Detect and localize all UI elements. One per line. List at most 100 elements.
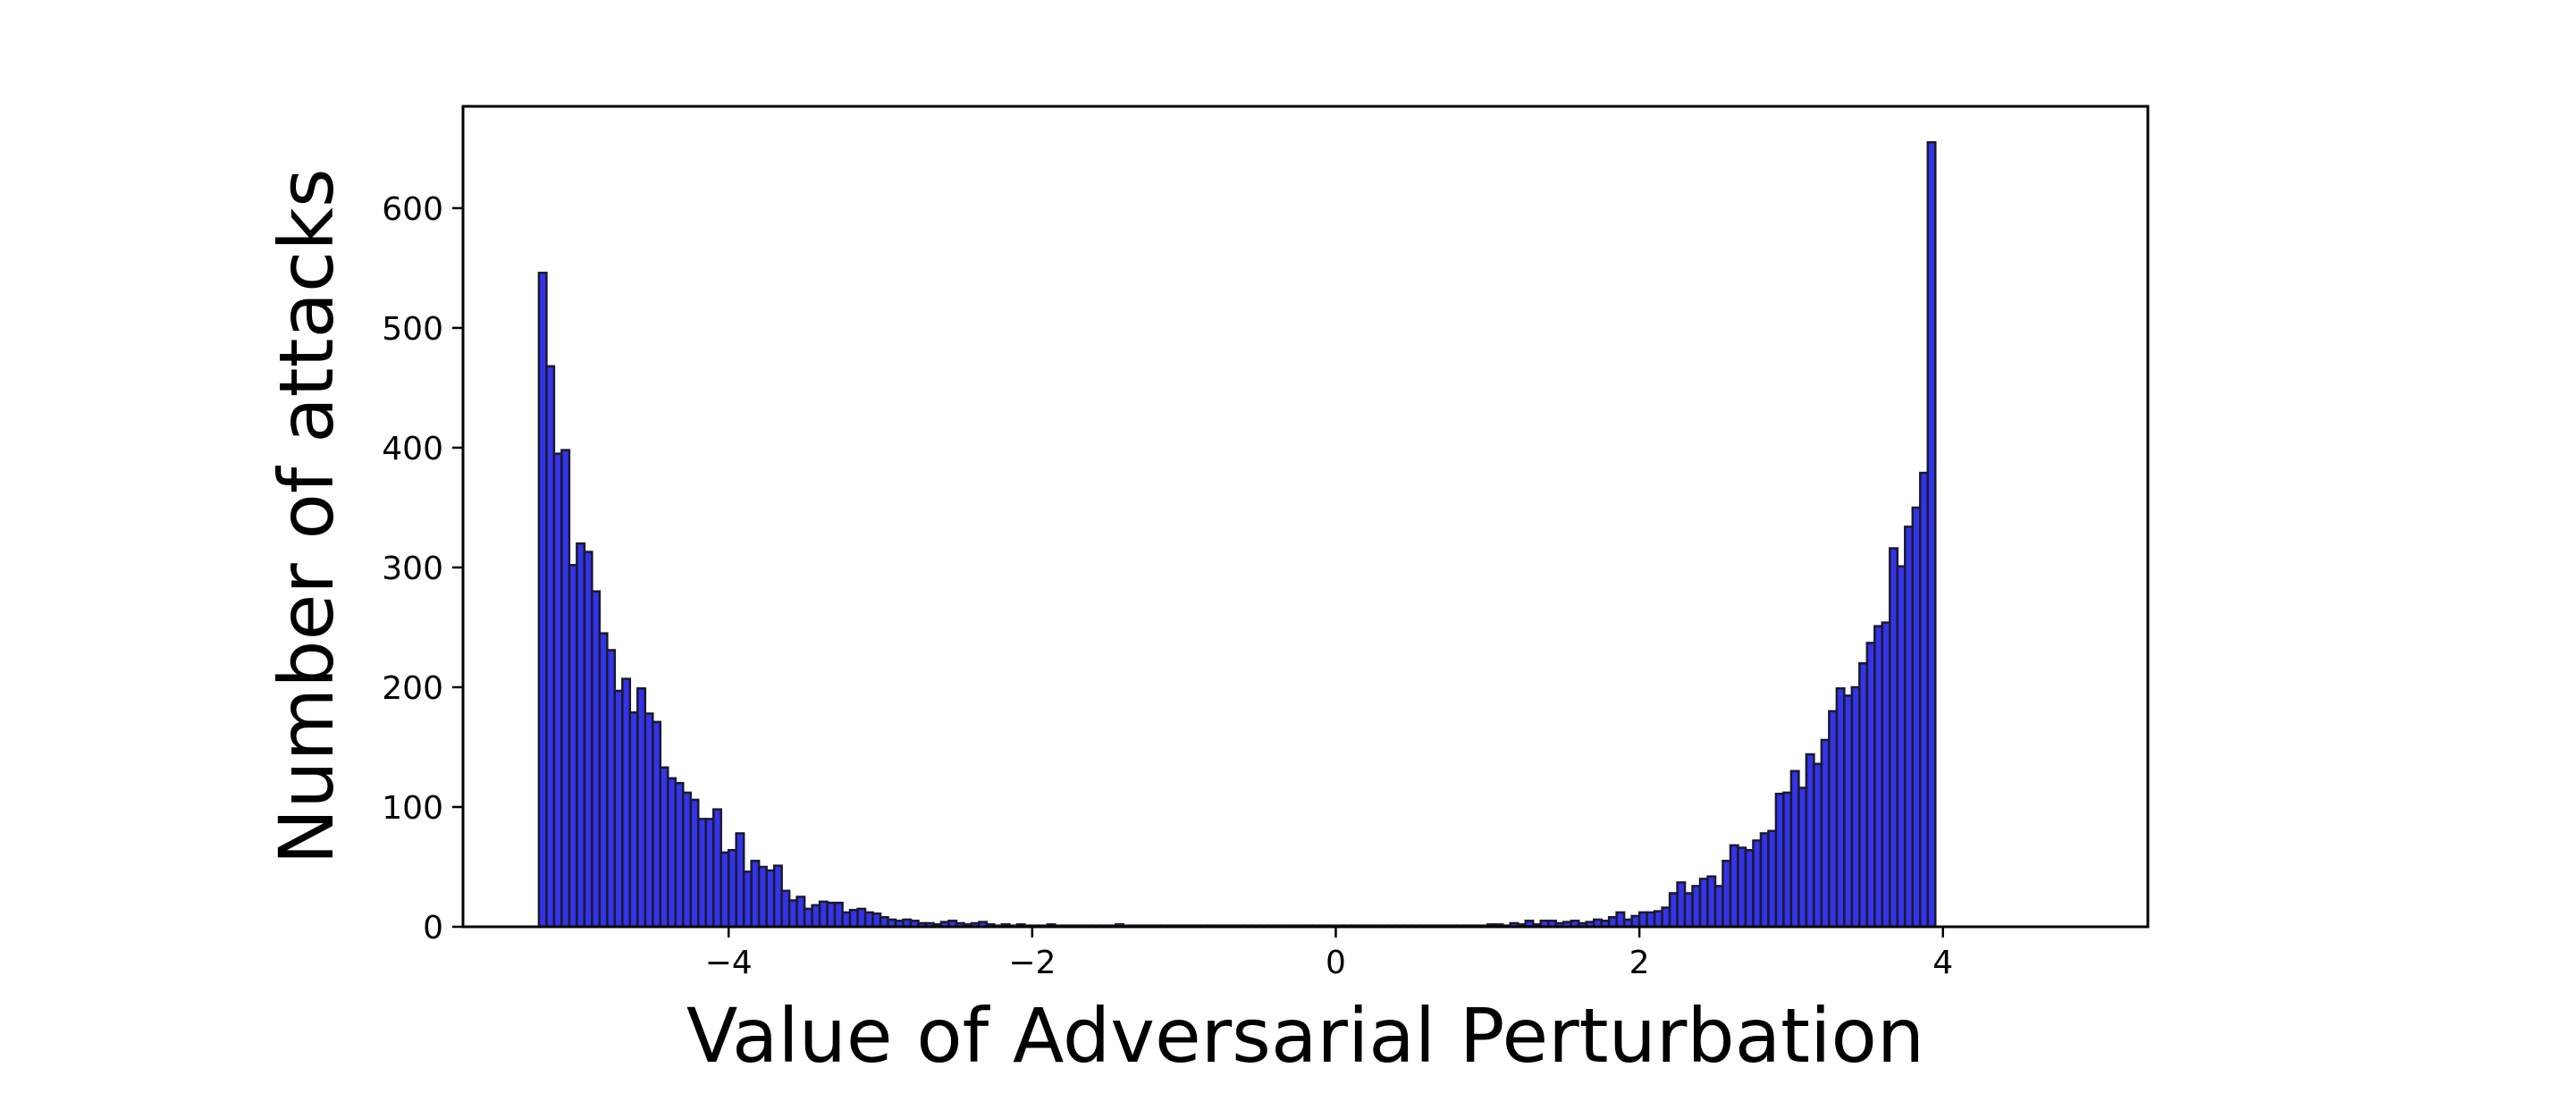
histogram-bar [833,901,844,929]
histogram-bar [568,564,578,929]
histogram-bar [1683,892,1694,929]
histogram-bar [848,908,859,929]
histogram-bar [1744,848,1755,929]
histogram-bar [576,542,586,929]
histogram-bar [1737,846,1747,929]
y-axis: 0 100 200 300 400 500 600 [382,191,463,946]
histogram-bar [1926,140,1937,929]
histogram-bar [711,808,722,929]
y-tick-label: 300 [382,551,443,587]
histogram-bar [681,791,692,929]
histogram-bar [1911,506,1922,929]
histogram-bar [1774,792,1785,929]
histogram-bar [1805,752,1815,929]
histogram-bar [667,777,677,929]
histogram-bar [1668,892,1679,929]
histogram-bar [1759,832,1770,929]
histogram-bar [583,551,593,929]
histogram-bar [1646,911,1656,929]
histogram-bar [1896,565,1907,929]
histogram-bar [1729,844,1739,929]
x-axis: −4 −2 0 2 4 [705,927,1953,981]
histogram-bar [796,895,806,929]
histogram-bar [879,916,889,929]
y-tick-label: 100 [382,790,443,827]
histogram-bar [1661,906,1671,929]
x-tick-label: 4 [1932,945,1953,981]
histogram-bar [1858,661,1869,929]
histogram-bar [696,818,707,929]
histogram-bar [1865,642,1876,929]
histogram-bar [1607,916,1618,929]
y-axis-title: Number of attacks [263,168,350,864]
histogram-bar [735,832,745,929]
histogram-bar [591,590,602,929]
plot-frame [461,105,2150,929]
histogram-bar [621,677,632,929]
histogram-bar [1828,710,1839,929]
y-tick-label: 400 [382,431,443,467]
histogram-bar [644,712,654,929]
histogram-bar [780,889,791,929]
histogram-bar [1813,762,1823,929]
histogram-bar [1797,786,1808,929]
y-tick-label: 600 [382,191,443,228]
histogram-bar [1653,910,1663,929]
histogram-bar [1881,621,1891,929]
x-axis-title: Value of Adversarial Perturbation [686,992,1924,1080]
y-tick-label: 200 [382,670,443,707]
histogram-bar [1919,471,1930,929]
histogram-bar [1820,738,1831,929]
histogram-bar [598,632,609,929]
histogram-bar [1706,875,1717,929]
histogram-bar [856,907,867,929]
histogram-bar [1789,769,1800,929]
x-tick-label: −2 [1008,945,1056,981]
histogram-bar [636,687,647,929]
histogram-bar [841,911,852,929]
histogram-bar [1752,839,1763,929]
histogram-bar [1843,694,1854,929]
histogram-bar [689,798,700,929]
histogram-bar [1691,885,1702,929]
histogram-bar [545,365,556,929]
histogram-bar [1873,625,1884,929]
x-tick-label: 0 [1326,945,1346,981]
histogram-bar [727,848,737,929]
histogram-bar [826,901,837,929]
histogram-bars [537,140,1937,929]
histogram-bar [1835,687,1846,929]
histogram-bar [659,766,669,929]
histogram-bar [871,912,882,929]
x-tick-label: 2 [1629,945,1650,981]
histogram-bar [1850,685,1861,929]
histogram-bar [1767,829,1778,929]
histogram-bar [818,900,829,929]
histogram-bar [1889,547,1899,929]
histogram-bar [1698,878,1709,929]
y-tick-label: 500 [382,311,443,348]
histogram-bar [613,689,624,929]
histogram-bar [765,869,776,929]
histogram-bar [674,781,685,929]
histogram-bar [606,649,617,929]
y-tick-label: 0 [423,910,443,946]
histogram-bar [1722,860,1732,929]
histogram-bar [1630,914,1641,929]
x-tick-label: −4 [705,945,753,981]
histogram-bar [811,904,821,929]
histogram-bar [1782,791,1793,929]
histogram-bar [1637,911,1648,929]
histogram-bar [704,818,715,929]
histogram-bar [772,864,783,929]
histogram-bar [1713,885,1724,929]
histogram-bar [787,899,798,929]
histogram-bar [742,870,753,929]
histogram-bar [560,449,571,929]
histogram-bar [720,851,730,929]
histogram-bar [1904,525,1915,929]
histogram-bar [803,907,813,929]
histogram-bar [1676,881,1687,929]
histogram-bar [757,865,768,929]
